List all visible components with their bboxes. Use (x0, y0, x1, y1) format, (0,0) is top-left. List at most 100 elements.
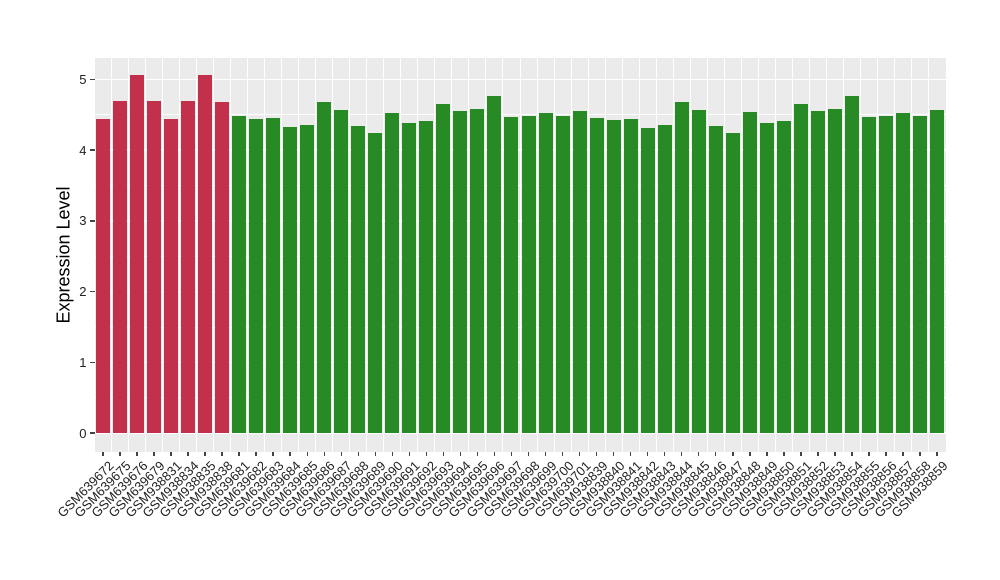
v-gridline (383, 58, 385, 452)
bar (215, 102, 230, 433)
x-tick (510, 451, 513, 456)
x-tick (374, 451, 377, 456)
bar (725, 132, 740, 433)
bar (572, 110, 587, 433)
v-gridline (689, 58, 691, 452)
bar (929, 109, 944, 433)
bar (470, 109, 485, 433)
x-tick (493, 451, 496, 456)
bar (300, 124, 315, 433)
x-tick (476, 451, 479, 456)
x-tick (817, 451, 819, 456)
bar (198, 75, 213, 433)
x-tick (119, 451, 121, 456)
x-tick (272, 451, 274, 456)
x-tick (204, 451, 206, 456)
v-gridline (298, 58, 300, 452)
v-gridline (587, 58, 589, 452)
x-tick (561, 451, 564, 456)
x-tick (221, 451, 223, 456)
x-tick (170, 451, 172, 456)
v-gridline (264, 58, 266, 452)
x-tick (306, 451, 308, 456)
v-gridline (638, 58, 640, 452)
v-gridline (876, 58, 878, 452)
bar (912, 116, 927, 433)
v-gridline (604, 58, 606, 452)
bar (895, 112, 910, 433)
bar (113, 101, 128, 433)
y-tick (90, 361, 95, 364)
x-tick (732, 451, 734, 456)
x-tick (340, 451, 343, 456)
v-gridline (791, 58, 793, 452)
x-tick (612, 451, 615, 456)
bar (606, 119, 621, 433)
v-gridline (774, 58, 776, 452)
v-gridline (417, 58, 419, 452)
v-gridline (825, 58, 827, 452)
bar (487, 96, 502, 433)
y-tick (90, 432, 95, 434)
x-tick (697, 451, 700, 456)
v-gridline (570, 58, 572, 452)
bar (878, 116, 893, 433)
v-gridline (808, 58, 810, 452)
bar (708, 126, 723, 433)
x-tick (595, 451, 598, 456)
v-gridline (111, 58, 113, 452)
x-tick (527, 451, 530, 456)
bar (317, 102, 332, 433)
x-tick (919, 451, 921, 456)
v-gridline (128, 58, 130, 452)
bar (555, 116, 570, 433)
x-tick (102, 451, 104, 456)
v-gridline (655, 58, 657, 452)
bar (827, 109, 842, 433)
x-tick (255, 451, 257, 456)
bar (640, 128, 655, 433)
v-gridline (621, 58, 623, 452)
bar (538, 113, 553, 433)
v-gridline (757, 58, 759, 452)
v-gridline (349, 58, 351, 452)
v-gridline (196, 58, 198, 452)
bar (623, 119, 638, 433)
x-tick (153, 451, 155, 456)
bar (844, 96, 859, 433)
y-tick-label: 1 (79, 354, 87, 370)
bar (351, 126, 366, 433)
y-tick (90, 220, 95, 222)
v-gridline (723, 58, 725, 452)
bar (742, 112, 757, 433)
bar (419, 121, 434, 433)
v-gridline (332, 58, 334, 452)
x-tick (629, 451, 632, 456)
x-tick (902, 451, 904, 456)
v-gridline (706, 58, 708, 452)
bar (810, 111, 825, 433)
bar (368, 132, 383, 433)
v-gridline (536, 58, 538, 452)
x-tick (459, 451, 462, 456)
x-tick (357, 451, 360, 456)
y-tick-label: 2 (79, 284, 87, 300)
v-gridline (519, 58, 521, 452)
y-tick-label: 5 (79, 72, 87, 87)
bar (861, 116, 876, 433)
x-tick (646, 451, 649, 456)
bar (521, 116, 536, 433)
v-gridline (502, 58, 504, 452)
bar (147, 101, 162, 433)
x-tick (136, 451, 138, 456)
y-tick (90, 149, 95, 151)
y-tick-label: 0 (79, 425, 87, 441)
x-tick (187, 451, 189, 456)
x-tick (238, 451, 240, 456)
v-gridline (485, 58, 487, 452)
y-axis-title: Expression Level (53, 186, 74, 324)
bar (589, 117, 604, 433)
v-gridline (672, 58, 674, 452)
v-gridline (145, 58, 147, 452)
